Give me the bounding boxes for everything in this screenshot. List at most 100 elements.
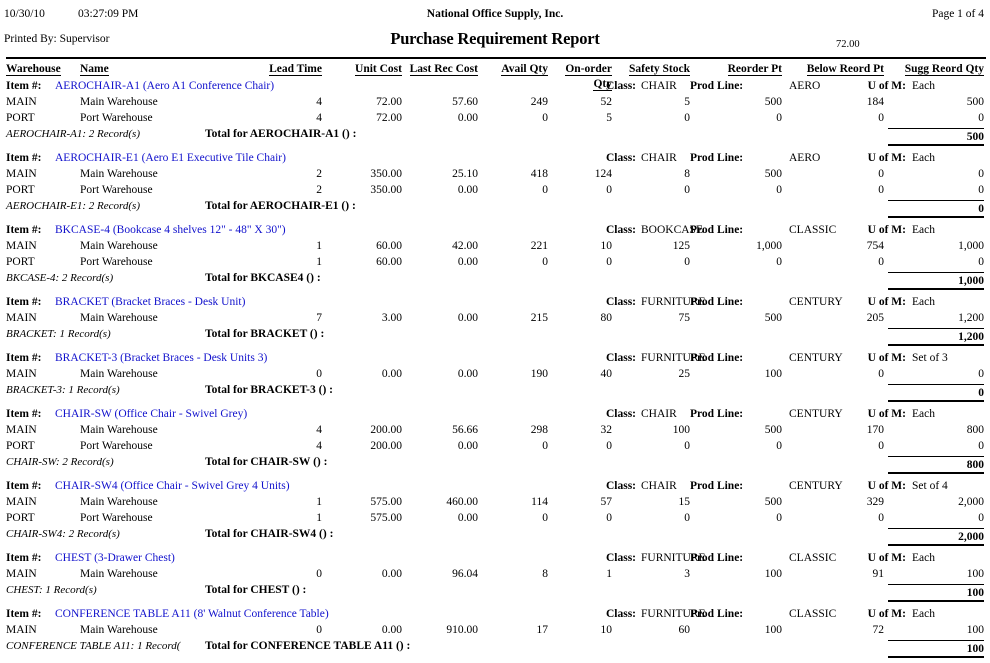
item-link[interactable]: BKCASE-4 (Bookcase 4 shelves 12" - 48" X… (55, 224, 286, 236)
total-label: Total for CHAIR-SW4 () : (205, 528, 334, 540)
subtotal-rule-bottom (888, 344, 984, 346)
prod-line-label: Prod Line: (690, 552, 744, 564)
item-link[interactable]: CHAIR-SW (Office Chair - Swivel Grey) (55, 408, 248, 420)
cell-lead-time: 0 (316, 568, 322, 580)
item-link[interactable]: AEROCHAIR-E1 (Aero E1 Executive Tile Cha… (55, 152, 286, 164)
cell-safety-stock: 0 (684, 512, 690, 524)
cell-unit-cost: 0.00 (381, 368, 402, 380)
prod-line-value: CENTURY (789, 296, 843, 308)
item-block: Item #: AEROCHAIR-A1 (Aero A1 Conference … (0, 79, 990, 151)
cell-sugg-reord-qty: 0 (978, 256, 984, 268)
cell-lead-time: 4 (316, 424, 322, 436)
item-label: Item #: (6, 152, 42, 164)
item-summary-row: BKCASE-4: 2 Record(s) Total for BKCASE4 (… (0, 271, 990, 290)
item-summary-row: AEROCHAIR-E1: 2 Record(s) Total for AEROC… (0, 199, 990, 218)
item-block: Item #: BRACKET (Bracket Braces - Desk Un… (0, 295, 990, 351)
prod-line-value: CENTURY (789, 408, 843, 420)
total-value: 1,200 (958, 331, 984, 343)
cell-warehouse-name: Port Warehouse (80, 512, 153, 524)
item-link[interactable]: CONFERENCE TABLE A11 (8' Walnut Conferen… (55, 608, 329, 620)
header-rule (6, 57, 986, 59)
cell-lead-time: 2 (316, 168, 322, 180)
cell-warehouse-name: Port Warehouse (80, 112, 153, 124)
cell-last-rec-cost: 96.04 (452, 568, 478, 580)
cell-sugg-reord-qty: 500 (966, 96, 984, 108)
item-title-row: Item #: CHEST (3-Drawer Chest) Class: FURNI… (0, 551, 990, 567)
table-row: PORT Port Warehouse 1 575.00 0.00 0 0 0 0 0 0 (0, 511, 990, 527)
item-link[interactable]: BRACKET-3 (Bracket Braces - Desk Units 3… (55, 352, 268, 364)
total-value: 500 (966, 131, 984, 143)
total-label: Total for CONFERENCE TABLE A11 () : (205, 640, 411, 652)
cell-on-order-qty: 0 (606, 256, 612, 268)
cell-warehouse: MAIN (6, 312, 37, 324)
item-label: Item #: (6, 80, 42, 92)
item-label: Item #: (6, 552, 42, 564)
item-summary-row: CONFERENCE TABLE A11: 1 Record(Total for… (0, 639, 990, 658)
subtotal-rule-top (888, 328, 984, 329)
prod-line-value: CLASSIC (789, 224, 837, 236)
cell-warehouse-name: Port Warehouse (80, 440, 153, 452)
cell-on-order-qty: 0 (606, 440, 612, 452)
prod-line-label: Prod Line: (690, 480, 744, 492)
cell-sugg-reord-qty: 0 (978, 440, 984, 452)
page-title: Purchase Requirement Report (390, 29, 600, 48)
subtotal-rule-top (888, 528, 984, 529)
prod-line-label: Prod Line: (690, 224, 744, 236)
cell-sugg-reord-qty: 800 (966, 424, 984, 436)
cell-reorder-pt: 500 (764, 168, 782, 180)
cell-warehouse-name: Port Warehouse (80, 256, 153, 268)
prod-line-label: Prod Line: (690, 296, 744, 308)
cell-sugg-reord-qty: 100 (966, 568, 984, 580)
subtotal-rule-top (888, 384, 984, 385)
cell-lead-time: 0 (316, 624, 322, 636)
table-row: MAIN Main Warehouse 0 0.00 910.00 17 10 60 100 72… (0, 623, 990, 639)
cell-below-reord-pt: 91 (872, 568, 885, 580)
uom-label: U of M: (867, 552, 906, 564)
cell-last-rec-cost: 0.00 (457, 368, 478, 380)
cell-safety-stock: 75 (678, 312, 691, 324)
cell-on-order-qty: 0 (606, 512, 612, 524)
block-spacer (0, 344, 990, 351)
block-spacer (0, 544, 990, 551)
class-value: CHAIR (641, 80, 677, 92)
subtotal-rule-top (888, 640, 984, 641)
item-block: Item #: CHAIR-SW4 (Office Chair - Swivel … (0, 479, 990, 551)
col-warehouse: Warehouse (6, 63, 61, 76)
item-link[interactable]: CHEST (3-Drawer Chest) (55, 552, 175, 564)
class-label: Class: (605, 80, 636, 92)
cell-sugg-reord-qty: 100 (966, 624, 984, 636)
cell-sugg-reord-qty: 1,200 (958, 312, 984, 324)
total-label: Total for BRACKET-3 () : (205, 384, 333, 396)
total-label: Total for AEROCHAIR-E1 () : (205, 200, 356, 212)
cell-warehouse: MAIN (6, 424, 37, 436)
item-title-row: Item #: AEROCHAIR-E1 (Aero E1 Executive T… (0, 151, 990, 167)
record-count: BKCASE-4: 2 Record(s) (6, 272, 114, 284)
item-link[interactable]: AEROCHAIR-A1 (Aero A1 Conference Chair) (55, 80, 275, 92)
subtotal-rule-bottom (888, 600, 984, 602)
report-body: Item #: AEROCHAIR-A1 (Aero A1 Conference … (0, 79, 990, 663)
header-number: 72.00 (836, 39, 860, 50)
cell-below-reord-pt: 754 (866, 240, 884, 252)
cell-warehouse: MAIN (6, 368, 37, 380)
item-link[interactable]: BRACKET (Bracket Braces - Desk Unit) (55, 296, 246, 308)
cell-safety-stock: 0 (684, 184, 690, 196)
subtotal-rule-bottom (888, 144, 984, 146)
col-safety-stock: Safety Stock (628, 63, 690, 76)
cell-safety-stock: 5 (684, 96, 690, 108)
cell-reorder-pt: 100 (764, 624, 782, 636)
cell-last-rec-cost: 0.00 (457, 512, 478, 524)
cell-sugg-reord-qty: 1,000 (958, 240, 984, 252)
subtotal-rule-bottom (888, 472, 984, 474)
cell-warehouse: MAIN (6, 496, 37, 508)
block-spacer (0, 600, 990, 607)
cell-avail-qty: 114 (531, 496, 548, 508)
column-header-row: Warehouse Name Lead Time Unit Cost Last … (0, 62, 990, 91)
record-count: CHAIR-SW: 2 Record(s) (6, 456, 114, 468)
item-link[interactable]: CHAIR-SW4 (Office Chair - Swivel Grey 4 … (55, 480, 290, 492)
col-below-reord-pt: Below Reord Pt (806, 63, 884, 76)
page-indicator: Page 1 of 4 (931, 8, 984, 20)
table-row: MAIN Main Warehouse 1 60.00 42.00 221 10 125 1,0… (0, 239, 990, 255)
cell-below-reord-pt: 72 (872, 624, 885, 636)
item-label: Item #: (6, 352, 42, 364)
table-row: MAIN Main Warehouse 4 200.00 56.66 298 32 100 50… (0, 423, 990, 439)
